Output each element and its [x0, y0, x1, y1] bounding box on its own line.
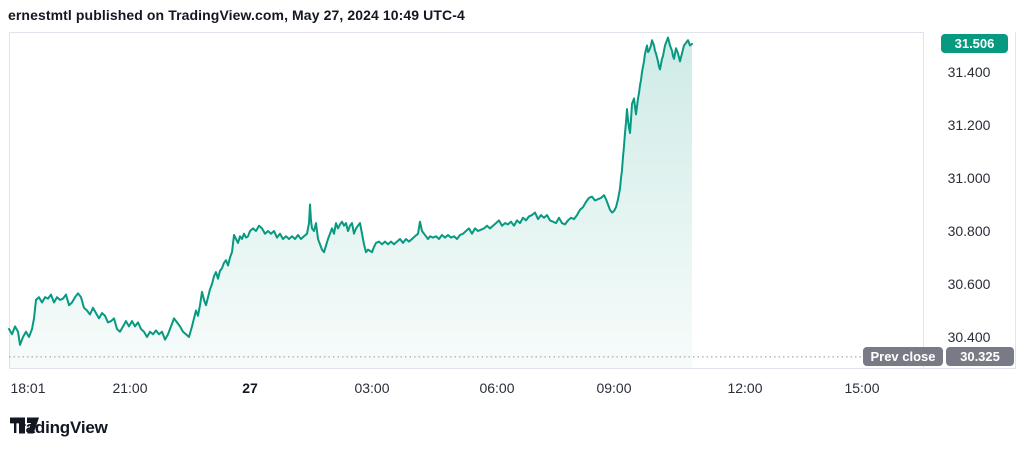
last-price-badge: 31.506 [941, 34, 1008, 54]
y-axis-label: 31.200 [947, 117, 991, 133]
x-axis-label: 09:00 [596, 380, 632, 396]
y-axis-label: 31.000 [947, 170, 991, 186]
x-axis-label: 03:00 [354, 380, 390, 396]
tradingview-logo-icon [10, 417, 39, 434]
x-axis-label: 15:00 [844, 380, 880, 396]
y-axis-label: 30.600 [947, 276, 991, 292]
x-axis-label: 21:00 [112, 380, 148, 396]
plot-borders [9, 32, 1016, 369]
x-axis-label: 12:00 [727, 380, 763, 396]
price-line [8, 36, 693, 346]
area-fill [9, 37, 692, 368]
attribution-text: ernestmtl published on TradingView.com, … [8, 7, 465, 23]
x-axis-label: 27 [242, 380, 258, 396]
y-axis-label: 31.400 [947, 64, 991, 80]
y-axis-label: 30.800 [947, 223, 991, 239]
prev-close-value-badge: 30.325 [946, 347, 1014, 367]
x-axis-label: 18:01 [10, 380, 46, 396]
tradingview-branding-link[interactable]: TradingView [10, 417, 108, 439]
prev-close-label-badge: Prev close [863, 347, 943, 367]
x-axis-label: 06:00 [479, 380, 515, 396]
y-axis-label: 30.400 [947, 328, 991, 345]
